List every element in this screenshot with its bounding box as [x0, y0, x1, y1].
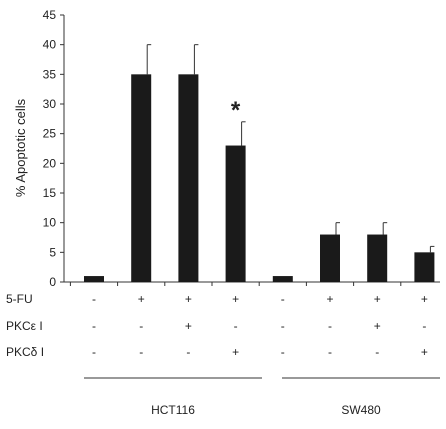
treatment-cell: -: [234, 319, 238, 333]
y-tick-label: 25: [43, 127, 57, 141]
significance-marker: *: [231, 97, 241, 124]
treatment-cell: -: [139, 345, 143, 359]
treatment-cell: -: [92, 345, 96, 359]
y-tick-label: 5: [49, 245, 56, 259]
bar: [320, 234, 340, 282]
treatment-row-label: PKCδ I: [6, 345, 44, 359]
treatment-cell: +: [374, 319, 381, 333]
group-label: HCT116: [151, 403, 195, 417]
treatment-cell: +: [185, 292, 192, 306]
treatment-cell: -: [328, 319, 332, 333]
treatment-cell: -: [281, 319, 285, 333]
treatment-cell: +: [421, 345, 428, 359]
y-tick-label: 45: [43, 8, 57, 22]
treatment-cell: -: [139, 319, 143, 333]
treatment-cell: +: [421, 292, 428, 306]
treatment-cell: -: [328, 345, 332, 359]
bar: [225, 145, 246, 282]
y-tick-label: 10: [43, 216, 57, 230]
group-label: SW480: [341, 403, 381, 417]
treatment-row-label: 5-FU: [6, 292, 33, 306]
bar: [272, 276, 293, 282]
treatment-row-label: PKCε I: [6, 319, 43, 333]
y-tick-label: 0: [49, 275, 56, 289]
bar: [131, 74, 152, 282]
y-tick-label: 40: [43, 38, 57, 52]
y-tick-label: 35: [43, 67, 57, 81]
y-tick-label: 20: [43, 156, 57, 170]
bar: [84, 276, 104, 282]
treatment-cell: -: [281, 345, 285, 359]
treatment-cell: +: [185, 319, 192, 333]
treatment-cell: +: [326, 292, 333, 306]
treatment-cell: -: [186, 345, 190, 359]
treatment-cell: +: [374, 292, 381, 306]
treatment-cell: -: [92, 292, 96, 306]
treatment-cell: -: [281, 292, 285, 306]
treatment-cell: +: [232, 345, 239, 359]
y-axis-title: % Apoptotic cells: [13, 98, 28, 197]
treatment-cell: +: [138, 292, 145, 306]
bar: [414, 252, 435, 282]
treatment-cell: -: [375, 345, 379, 359]
treatment-cell: +: [232, 292, 239, 306]
treatment-cell: -: [92, 319, 96, 333]
y-tick-label: 15: [43, 186, 57, 200]
treatment-cell: -: [422, 319, 426, 333]
y-tick-label: 30: [43, 97, 57, 111]
bar: [178, 74, 199, 282]
bar: [367, 234, 388, 282]
